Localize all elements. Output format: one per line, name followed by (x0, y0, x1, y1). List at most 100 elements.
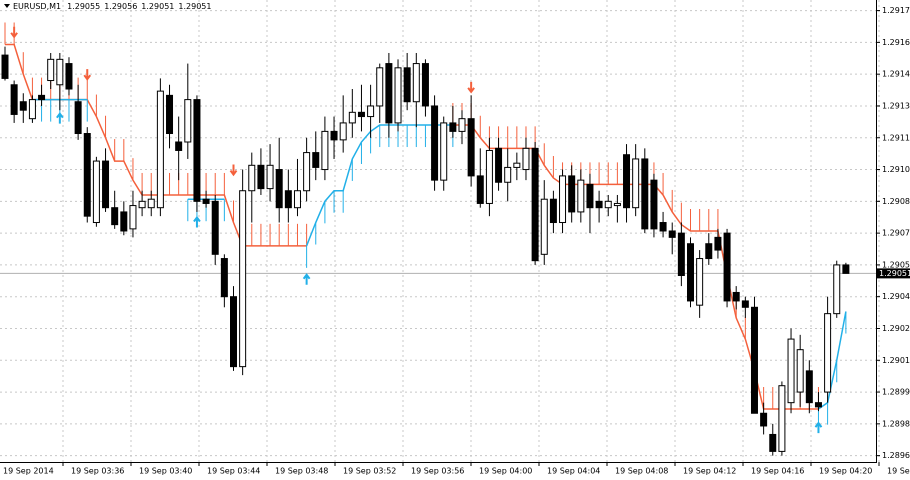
bear-candle (623, 154, 631, 209)
x-tick-label: 19 Sep 04:12 (683, 467, 736, 476)
x-tick-label: 19 Sep 03:52 (343, 467, 396, 476)
bear-candle (714, 236, 722, 251)
bull-candle (412, 63, 420, 103)
bear-candle (467, 118, 475, 177)
bear-candle (595, 200, 603, 209)
bear-candle (586, 183, 594, 209)
bear-candle (641, 158, 649, 230)
x-tick-label: 19 Sep 04:04 (547, 467, 600, 476)
bear-candle (65, 63, 73, 90)
buy-arrow (814, 421, 823, 434)
bull-candle (266, 164, 274, 190)
price-label: 1.29051 (879, 269, 910, 278)
bear-candle (220, 258, 228, 298)
buy-arrow (56, 112, 64, 124)
y-tick-label: 1.29055 (882, 260, 910, 269)
bull-candle (92, 160, 100, 224)
bull-candle (787, 338, 795, 404)
bear-candle (723, 232, 731, 302)
bull-candle (577, 179, 585, 213)
bear-candle (659, 222, 667, 232)
x-tick-label: 19 Sep 04:20 (819, 467, 872, 476)
bear-candle (531, 147, 539, 262)
bull-candle (156, 90, 164, 209)
bear-candle (403, 67, 411, 103)
symbol: EURUSD,M1 (13, 2, 61, 11)
bear-candle (449, 122, 457, 132)
bear-candle (741, 300, 749, 308)
bear-candle (732, 291, 740, 302)
x-tick-label: 19 Sep 03:36 (71, 467, 124, 476)
bear-candle (166, 94, 174, 135)
bear-candle (202, 198, 210, 204)
bear-candle (211, 200, 219, 255)
bear-candle (74, 101, 82, 135)
bull-candle (376, 67, 384, 107)
bull-candle (28, 99, 36, 120)
x-tick-label: 19 Sep 04:24 (887, 467, 910, 476)
bull-candle (56, 58, 64, 86)
bear-candle (19, 101, 27, 111)
bear-candle (549, 198, 557, 224)
bull-candle (522, 147, 530, 171)
bull-candle (604, 200, 612, 209)
bull-candle (440, 122, 448, 181)
bull-candle (559, 175, 567, 224)
bull-candle (239, 190, 247, 368)
sell-arrow (229, 164, 238, 177)
bear-candle (10, 84, 18, 115)
bear-candle (102, 160, 110, 209)
bear-candle (38, 94, 46, 101)
x-tick-label: 19 Sep 03:44 (207, 467, 260, 476)
bear-candle (568, 175, 576, 213)
bear-candle (175, 141, 183, 151)
bull-candle (504, 166, 512, 183)
bull-candle (778, 385, 786, 452)
sell-arrow (10, 26, 18, 39)
x-tick-label: 19 Sep 04:08 (615, 467, 668, 476)
bull-candle (129, 205, 137, 230)
y-tick-label: 1.29100 (882, 165, 910, 174)
bull-candle (184, 99, 192, 143)
open: 1.29055 (67, 2, 100, 11)
bull-candle (513, 162, 521, 168)
bear-candle (687, 243, 694, 302)
bull-candle (138, 200, 146, 209)
plot (1, 22, 850, 456)
bear-candle (805, 370, 813, 404)
x-tick-label: 19 Sep 03:40 (139, 467, 192, 476)
x-tick-label: 19 Sep 03:56 (411, 467, 464, 476)
bear-candle (495, 147, 503, 183)
y-tick-label: 1.29040 (882, 292, 910, 301)
bear-candle (1, 54, 9, 79)
bear-candle (705, 243, 713, 260)
bear-candle (421, 63, 429, 107)
bear-candle (357, 111, 365, 118)
price-label-box (877, 268, 910, 279)
bear-candle (312, 152, 320, 168)
bear-candle (257, 164, 265, 190)
bull-candle (303, 152, 311, 192)
bear-candle (83, 133, 91, 217)
bear-candle (111, 207, 119, 226)
bear-candle (750, 306, 758, 414)
bull-candle (147, 198, 155, 209)
buy-arrow (302, 273, 311, 285)
y-tick-label: 1.29175 (882, 6, 910, 15)
bear-candle (760, 412, 768, 427)
x-tick-label: 19 Sep 03:48 (275, 467, 328, 476)
bull-candle (613, 202, 621, 207)
bear-candle (769, 433, 777, 452)
bull-candle (485, 149, 493, 204)
y-tick-label: 1.28965 (882, 451, 910, 460)
bear-candle (668, 230, 676, 238)
bull-candle (321, 130, 329, 171)
buy-arrow (193, 215, 201, 228)
sell-arrow (83, 69, 92, 81)
y-tick-label: 1.29115 (882, 133, 910, 142)
y-tick-label: 1.29145 (882, 70, 910, 79)
y-tick-label: 1.28980 (882, 419, 910, 428)
header-icon (4, 4, 10, 8)
header: EURUSD,M1 1.29055 1.29056 1.29051 1.29051 (13, 2, 211, 11)
